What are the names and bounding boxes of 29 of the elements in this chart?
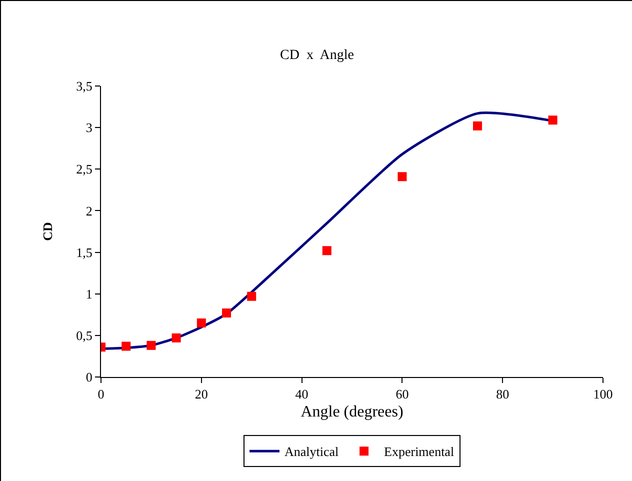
point xyxy=(196,318,206,328)
point xyxy=(146,340,156,350)
x-tick-label: 60 xyxy=(396,386,409,402)
y-tick-label: 3,5 xyxy=(76,78,92,94)
x-tick-label: 0 xyxy=(98,386,104,402)
y-tick-label: 2,5 xyxy=(76,162,92,177)
legend-label: Experimental xyxy=(384,444,454,460)
y-tick-label: 0,5 xyxy=(76,328,92,343)
y-tick-label: 0 xyxy=(86,370,92,385)
x-axis-title: Angle (degrees) xyxy=(300,403,404,420)
point xyxy=(473,121,482,130)
point xyxy=(172,333,181,342)
point xyxy=(398,172,407,182)
point xyxy=(222,308,231,318)
x-tick-label: 80 xyxy=(496,386,510,402)
y-tick-label: 2 xyxy=(86,203,92,218)
point xyxy=(122,342,131,351)
y-axis-title: CD xyxy=(40,222,56,241)
chart-title: CD x Angle xyxy=(280,48,354,63)
point xyxy=(322,246,332,256)
x-tick-label: 40 xyxy=(295,386,308,402)
x-tick-label: 20 xyxy=(194,386,208,402)
x-tick-label: 100 xyxy=(593,386,613,402)
y-tick-label: 1 xyxy=(86,286,92,302)
legend-label: Analytical xyxy=(284,444,340,460)
point xyxy=(548,116,558,125)
y-tick-label: 1,5 xyxy=(76,244,92,260)
y-tick-label: 3 xyxy=(86,120,92,136)
point xyxy=(247,292,256,301)
